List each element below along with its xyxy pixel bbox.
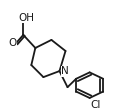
Text: N: N: [61, 66, 69, 76]
Text: Cl: Cl: [90, 100, 101, 110]
Text: O: O: [8, 38, 16, 48]
Text: OH: OH: [18, 13, 34, 23]
